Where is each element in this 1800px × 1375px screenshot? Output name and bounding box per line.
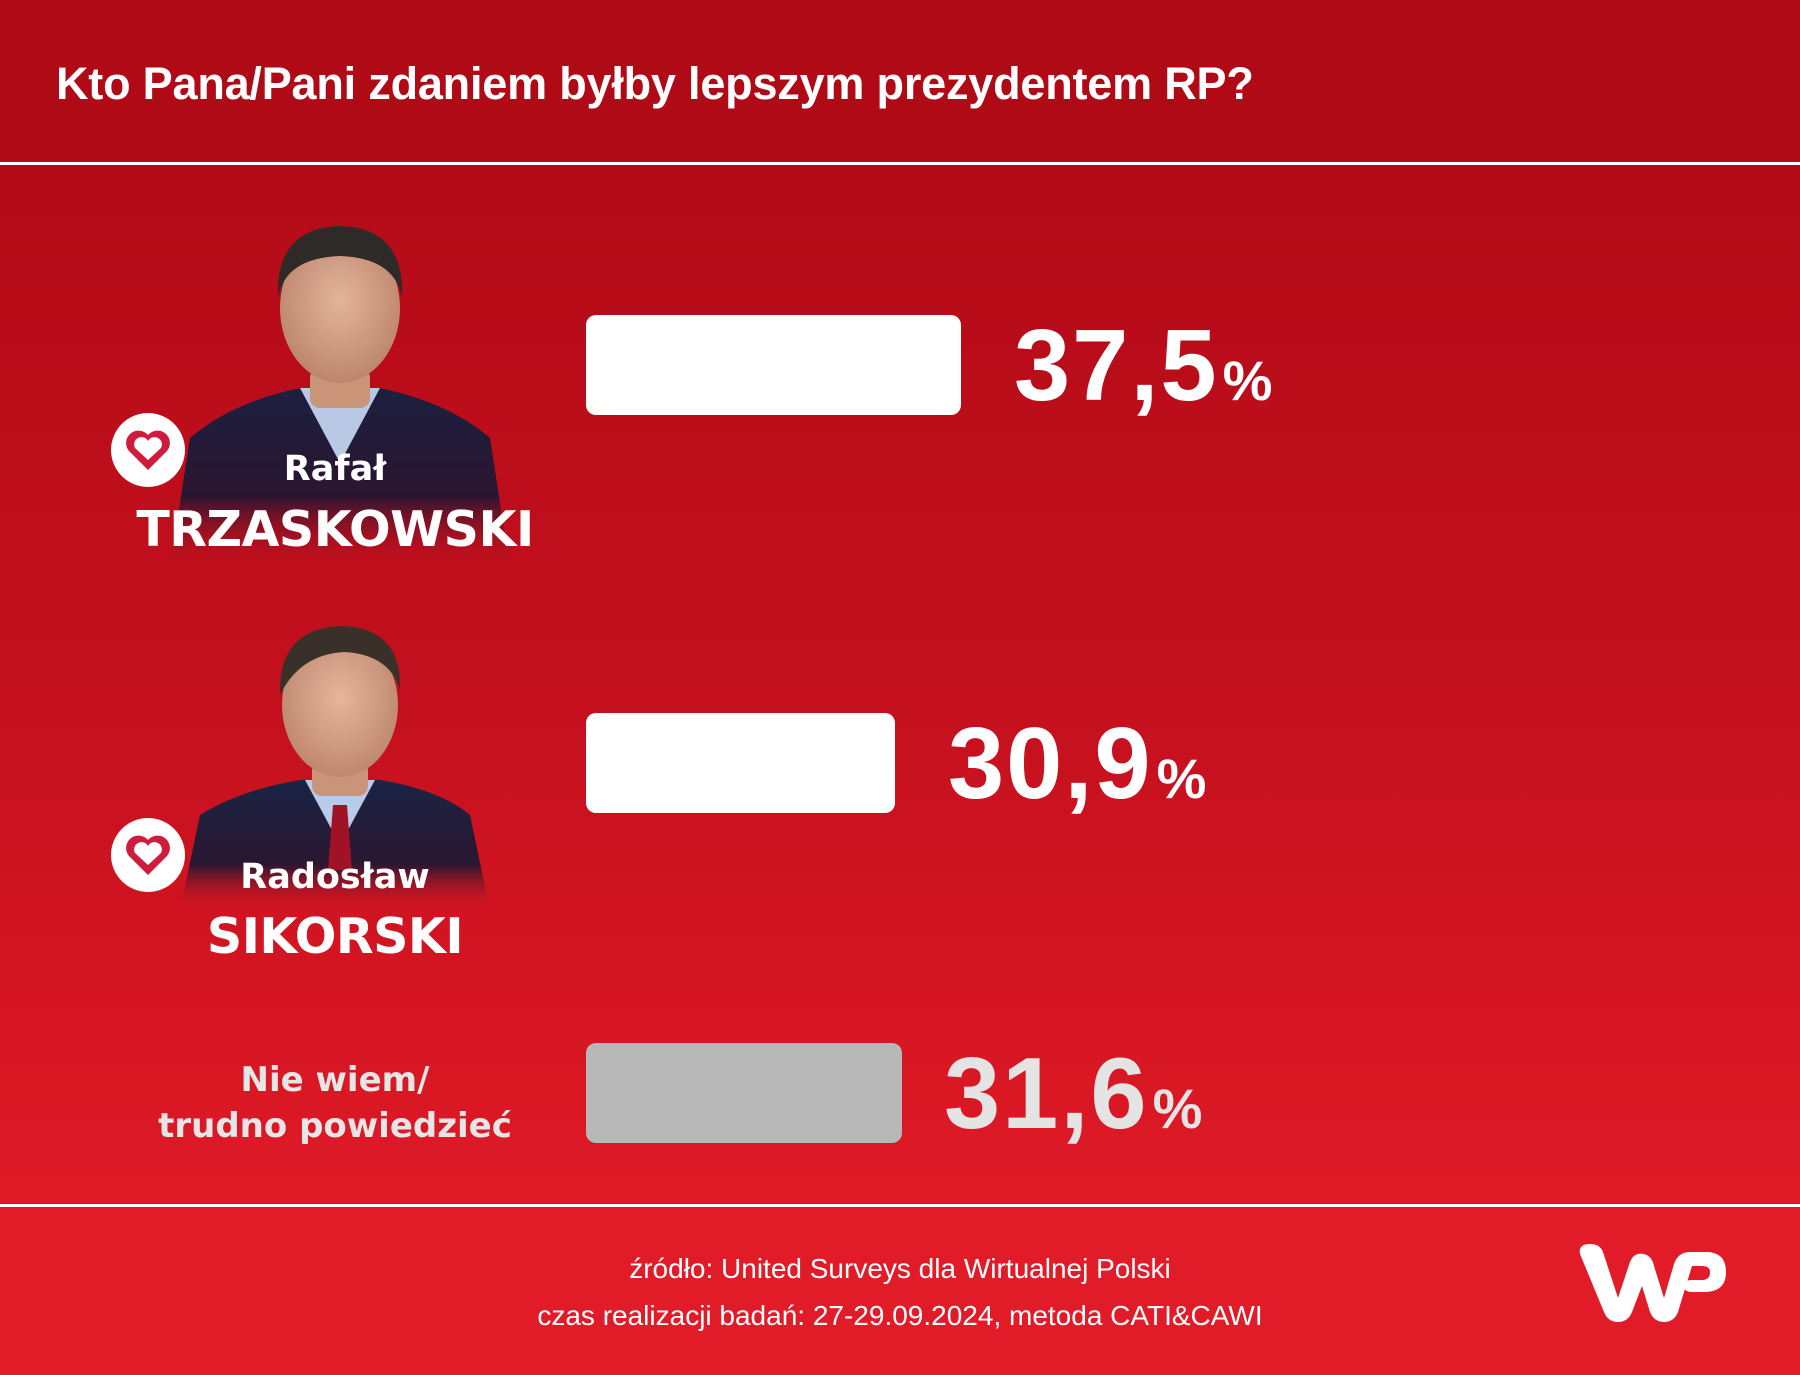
value-number: 37,5 [1014, 310, 1219, 422]
value-number: 30,9 [948, 708, 1153, 820]
footer-source: źródło: United Surveys dla Wirtualnej Po… [629, 1253, 1171, 1284]
heart-icon [126, 430, 170, 470]
footer-divider [0, 1204, 1800, 1207]
heart-badge [111, 413, 185, 487]
value-label-trzaskowski: 37,5% [1014, 316, 1272, 417]
chart-title: Kto Pana/Pani zdaniem byłby lepszym prez… [56, 58, 1254, 109]
undecided-label: Nie wiem/ trudno powiedzieć [125, 1057, 545, 1149]
percent-sign: % [1222, 349, 1273, 412]
value-number: 31,6 [944, 1038, 1149, 1150]
candidate-first-name: Radosław [240, 857, 430, 897]
portrait-photo-icon [170, 226, 510, 568]
value-label-undecided: 31,6% [944, 1044, 1202, 1145]
candidate-last-name: TRZASKOWSKI [136, 501, 534, 558]
heart-badge [111, 818, 185, 892]
candidate-portrait-sikorski [150, 610, 530, 980]
wp-logo-icon [1579, 1244, 1726, 1322]
portrait-photo-icon [180, 626, 490, 910]
undecided-label-line1: Nie wiem/ [240, 1060, 430, 1100]
candidate-last-name: SIKORSKI [206, 908, 464, 965]
percent-sign: % [1156, 747, 1207, 810]
candidate-first-name: Rafał [283, 449, 387, 489]
percent-sign: % [1152, 1077, 1203, 1140]
heart-icon [126, 835, 170, 875]
footer-band [0, 1207, 1800, 1375]
value-label-sikorski: 30,9% [948, 714, 1206, 815]
candidate-portrait-trzaskowski [150, 198, 530, 568]
bar-trzaskowski [586, 315, 961, 415]
undecided-label-line2: trudno powiedzieć [158, 1106, 512, 1146]
bar-undecided [586, 1043, 902, 1143]
bar-sikorski [586, 713, 895, 813]
wp-logo [1574, 1240, 1730, 1326]
footer-details: czas realizacji badań: 27-29.09.2024, me… [537, 1300, 1263, 1331]
header-divider [0, 162, 1800, 165]
